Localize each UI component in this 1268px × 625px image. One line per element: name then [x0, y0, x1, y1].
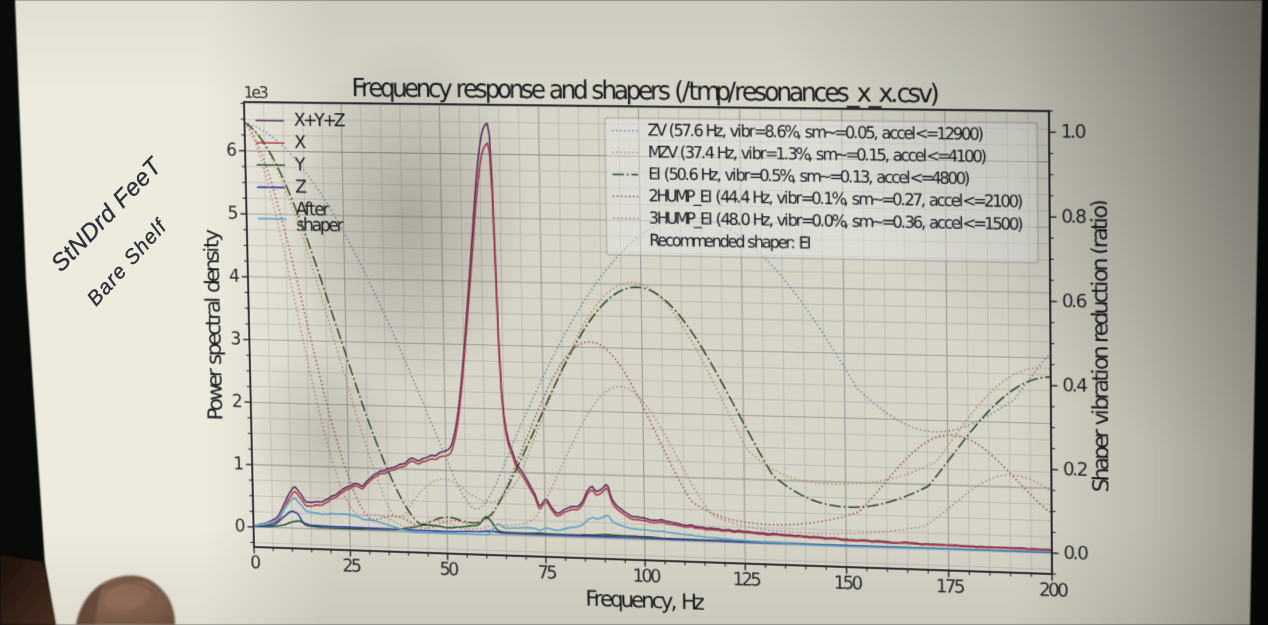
- svg-text:StNDrd FeeT: StNDrd FeeT: [46, 151, 169, 277]
